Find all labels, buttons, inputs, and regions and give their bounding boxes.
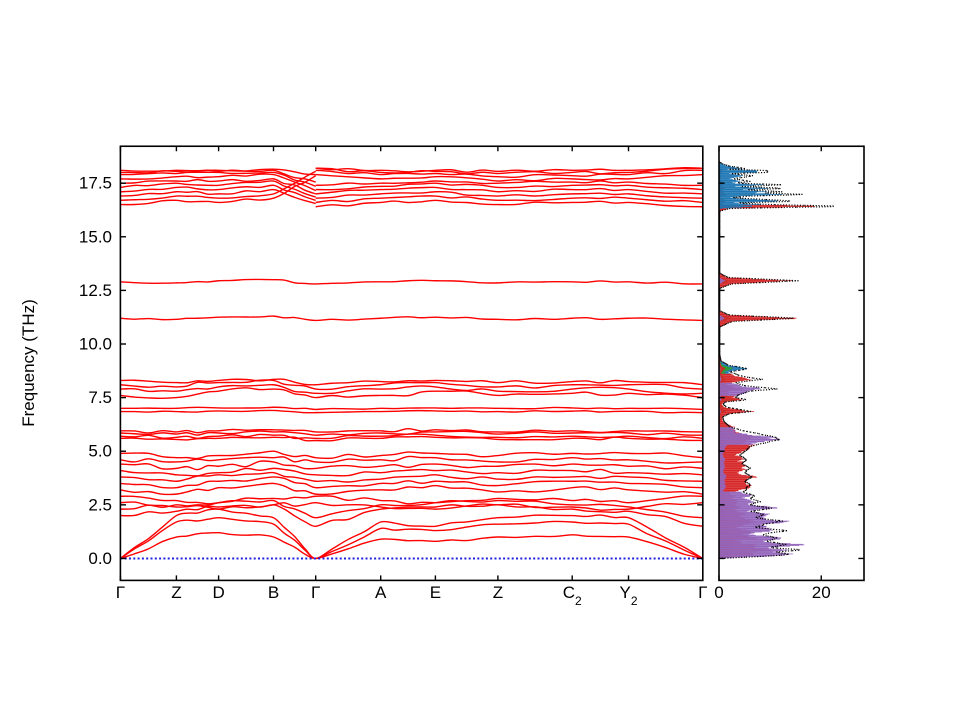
svg-text:E: E (430, 583, 441, 602)
svg-text:0: 0 (714, 583, 723, 602)
svg-text:B: B (268, 583, 279, 602)
svg-text:5.0: 5.0 (88, 442, 112, 461)
svg-text:Z: Z (493, 583, 503, 602)
svg-text:Z: Z (171, 583, 181, 602)
svg-text:Γ: Γ (116, 583, 125, 602)
svg-text:C2: C2 (563, 583, 582, 608)
svg-text:7.5: 7.5 (88, 388, 112, 407)
svg-text:0.0: 0.0 (88, 549, 112, 568)
svg-text:2.5: 2.5 (88, 495, 112, 514)
svg-text:10.0: 10.0 (79, 335, 112, 354)
svg-text:Y2: Y2 (619, 583, 637, 608)
svg-text:Frequency (THz): Frequency (THz) (19, 299, 38, 427)
svg-text:12.5: 12.5 (79, 281, 112, 300)
svg-text:A: A (375, 583, 387, 602)
svg-text:Γ: Γ (311, 583, 320, 602)
svg-text:15.0: 15.0 (79, 227, 112, 246)
svg-text:20: 20 (812, 583, 831, 602)
svg-text:17.5: 17.5 (79, 174, 112, 193)
svg-text:D: D (212, 583, 224, 602)
svg-text:Γ: Γ (698, 583, 707, 602)
